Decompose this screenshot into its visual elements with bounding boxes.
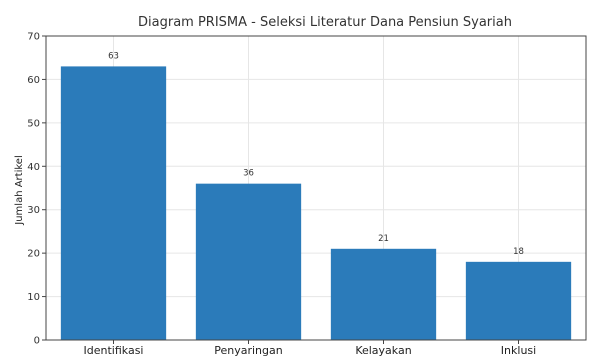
bar-kelayakan [330,248,437,340]
bar-value-label: 63 [108,51,119,61]
axes [42,35,587,344]
bar-value-label: 21 [378,234,389,244]
y-tick-label: 50 [27,118,40,129]
x-tick-label: Penyaringan [214,344,283,356]
plot-frame [45,35,587,341]
y-tick-label: 70 [27,32,40,43]
chart-title: Diagram PRISMA - Seleksi Literatur Dana … [138,15,512,30]
bar-identifikasi [60,66,167,341]
x-tick-label: Kelayakan [355,344,411,356]
x-tick-label: Identifikasi [84,344,144,356]
bar-penyaringan [195,183,302,340]
y-tick-label: 10 [27,292,40,303]
y-tick-label: 40 [27,162,40,173]
y-axis-label: Jumlah Artikel [14,155,25,225]
bars [60,66,572,341]
labels: 0 10 20 30 40 50 60 70 63 Identifikasi 36 Penyaring… [27,32,536,358]
y-tick-label: 30 [27,205,40,216]
bar-value-label: 36 [243,169,254,179]
y-tick-label: 60 [27,75,40,86]
bar-value-label: 18 [513,247,524,257]
bar-inklusi [465,261,572,340]
x-tick-label: Inklusi [501,344,536,356]
y-tick-label: 0 [34,336,40,347]
y-tick-label: 20 [27,249,40,260]
